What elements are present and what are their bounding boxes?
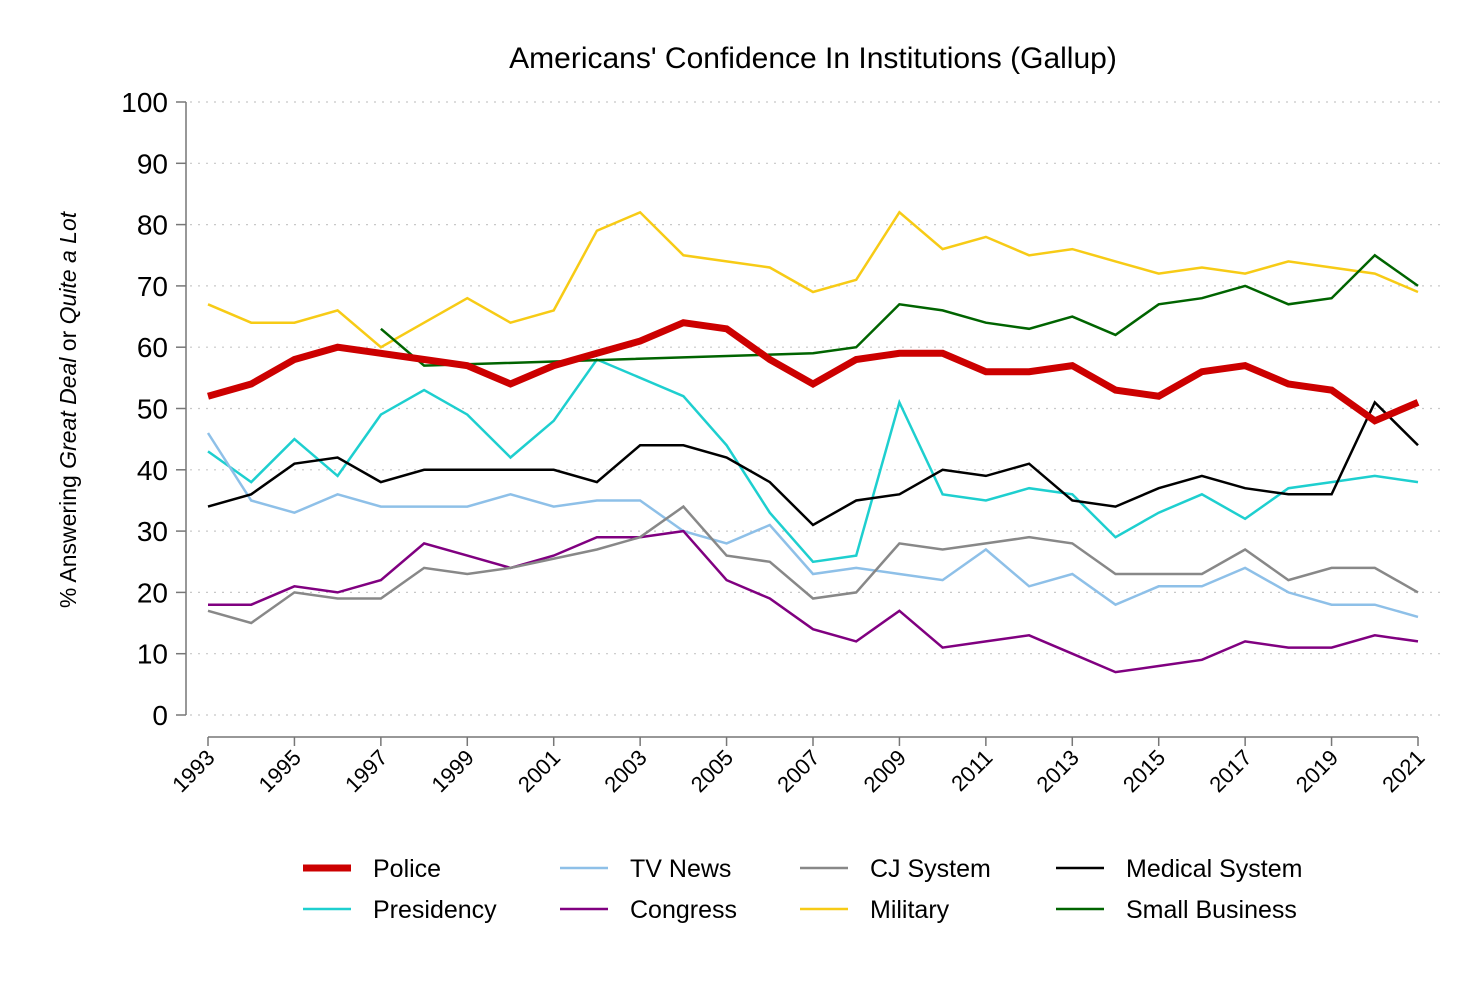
y-tick-label: 70: [137, 271, 168, 302]
y-tick-label: 10: [137, 639, 168, 670]
x-tick-label: 1999: [427, 745, 479, 797]
x-axis: 1993 1995 1997 1999 2001 2003 2005 2007 2009 2011…: [167, 736, 1430, 797]
y-tick-label: 50: [137, 394, 168, 425]
y-axis-label: % Answering Great Deal or Quite a Lot: [55, 210, 81, 608]
legend-item-police: Police: [303, 855, 441, 883]
y-axis-label-part: or: [55, 324, 81, 357]
series-line-cj-system: [207, 504, 1419, 625]
x-tick-label: 2015: [1118, 745, 1170, 797]
legend-label: Medical System: [1126, 855, 1302, 883]
x-tick-label: 1993: [167, 745, 219, 797]
x-tick-label: 2005: [686, 745, 738, 797]
y-tick-label: 80: [137, 210, 168, 241]
gridlines: [190, 101, 1440, 716]
x-tick-label: 1995: [254, 745, 306, 797]
x-tick-label: 2009: [859, 745, 911, 797]
x-tick-label: 2013: [1032, 745, 1084, 797]
legend-item-military: Military: [800, 896, 950, 924]
legend-item-cj-system: CJ System: [800, 855, 991, 883]
y-tick-label: 100: [121, 87, 168, 118]
legend-label: Small Business: [1126, 896, 1297, 924]
y-axis-label-part: Great Deal: [55, 357, 81, 469]
x-tick-label: 2011: [946, 745, 997, 796]
series-line-presidency: [207, 357, 1419, 564]
x-tick-label: 2007: [772, 745, 824, 797]
chart-title: Americans' Confidence In Institutions (G…: [509, 42, 1117, 75]
y-tick-label: 40: [137, 455, 168, 486]
y-tick-label: 60: [137, 332, 168, 363]
y-tick-label: 0: [152, 700, 168, 731]
x-tick-label: 2021: [1377, 745, 1429, 797]
legend-label: Police: [373, 855, 441, 883]
y-axis-label-part: Quite a Lot: [55, 210, 81, 324]
y-tick-label: 90: [137, 148, 168, 179]
legend-item-tv-news: TV News: [560, 855, 731, 883]
x-tick-label: 2017: [1204, 745, 1256, 797]
legend-label: CJ System: [870, 855, 991, 883]
series-lines: [206, 210, 1420, 674]
x-tick-label: 2019: [1291, 745, 1343, 797]
y-axis: 0 10 20 30 40 50 60 70 80 90 100: [121, 87, 187, 731]
legend-item-medical-system: Medical System: [1056, 855, 1302, 883]
legend-label: TV News: [630, 855, 731, 883]
legend-label: Presidency: [373, 896, 497, 924]
legend: Police Presidency TV News Congress CJ System…: [303, 855, 1302, 924]
legend-label: Congress: [630, 896, 737, 924]
series-line-police: [207, 319, 1420, 425]
legend-item-congress: Congress: [560, 896, 737, 924]
series-line-small-business: [380, 253, 1419, 367]
legend-item-presidency: Presidency: [303, 896, 497, 924]
x-tick-label: 1997: [340, 745, 392, 797]
y-axis-label-part: % Answering: [55, 469, 81, 608]
x-tick-label: 2001: [513, 745, 565, 797]
series-line-medical-system: [207, 400, 1419, 527]
series-line-congress: [208, 529, 1419, 674]
legend-label: Military: [870, 896, 950, 924]
series-line-military: [207, 210, 1419, 349]
y-tick-label: 20: [137, 577, 168, 608]
y-tick-label: 30: [137, 516, 168, 547]
series-line-tv-news: [206, 432, 1419, 619]
legend-item-small-business: Small Business: [1056, 896, 1297, 924]
x-tick-label: 2003: [599, 745, 651, 797]
